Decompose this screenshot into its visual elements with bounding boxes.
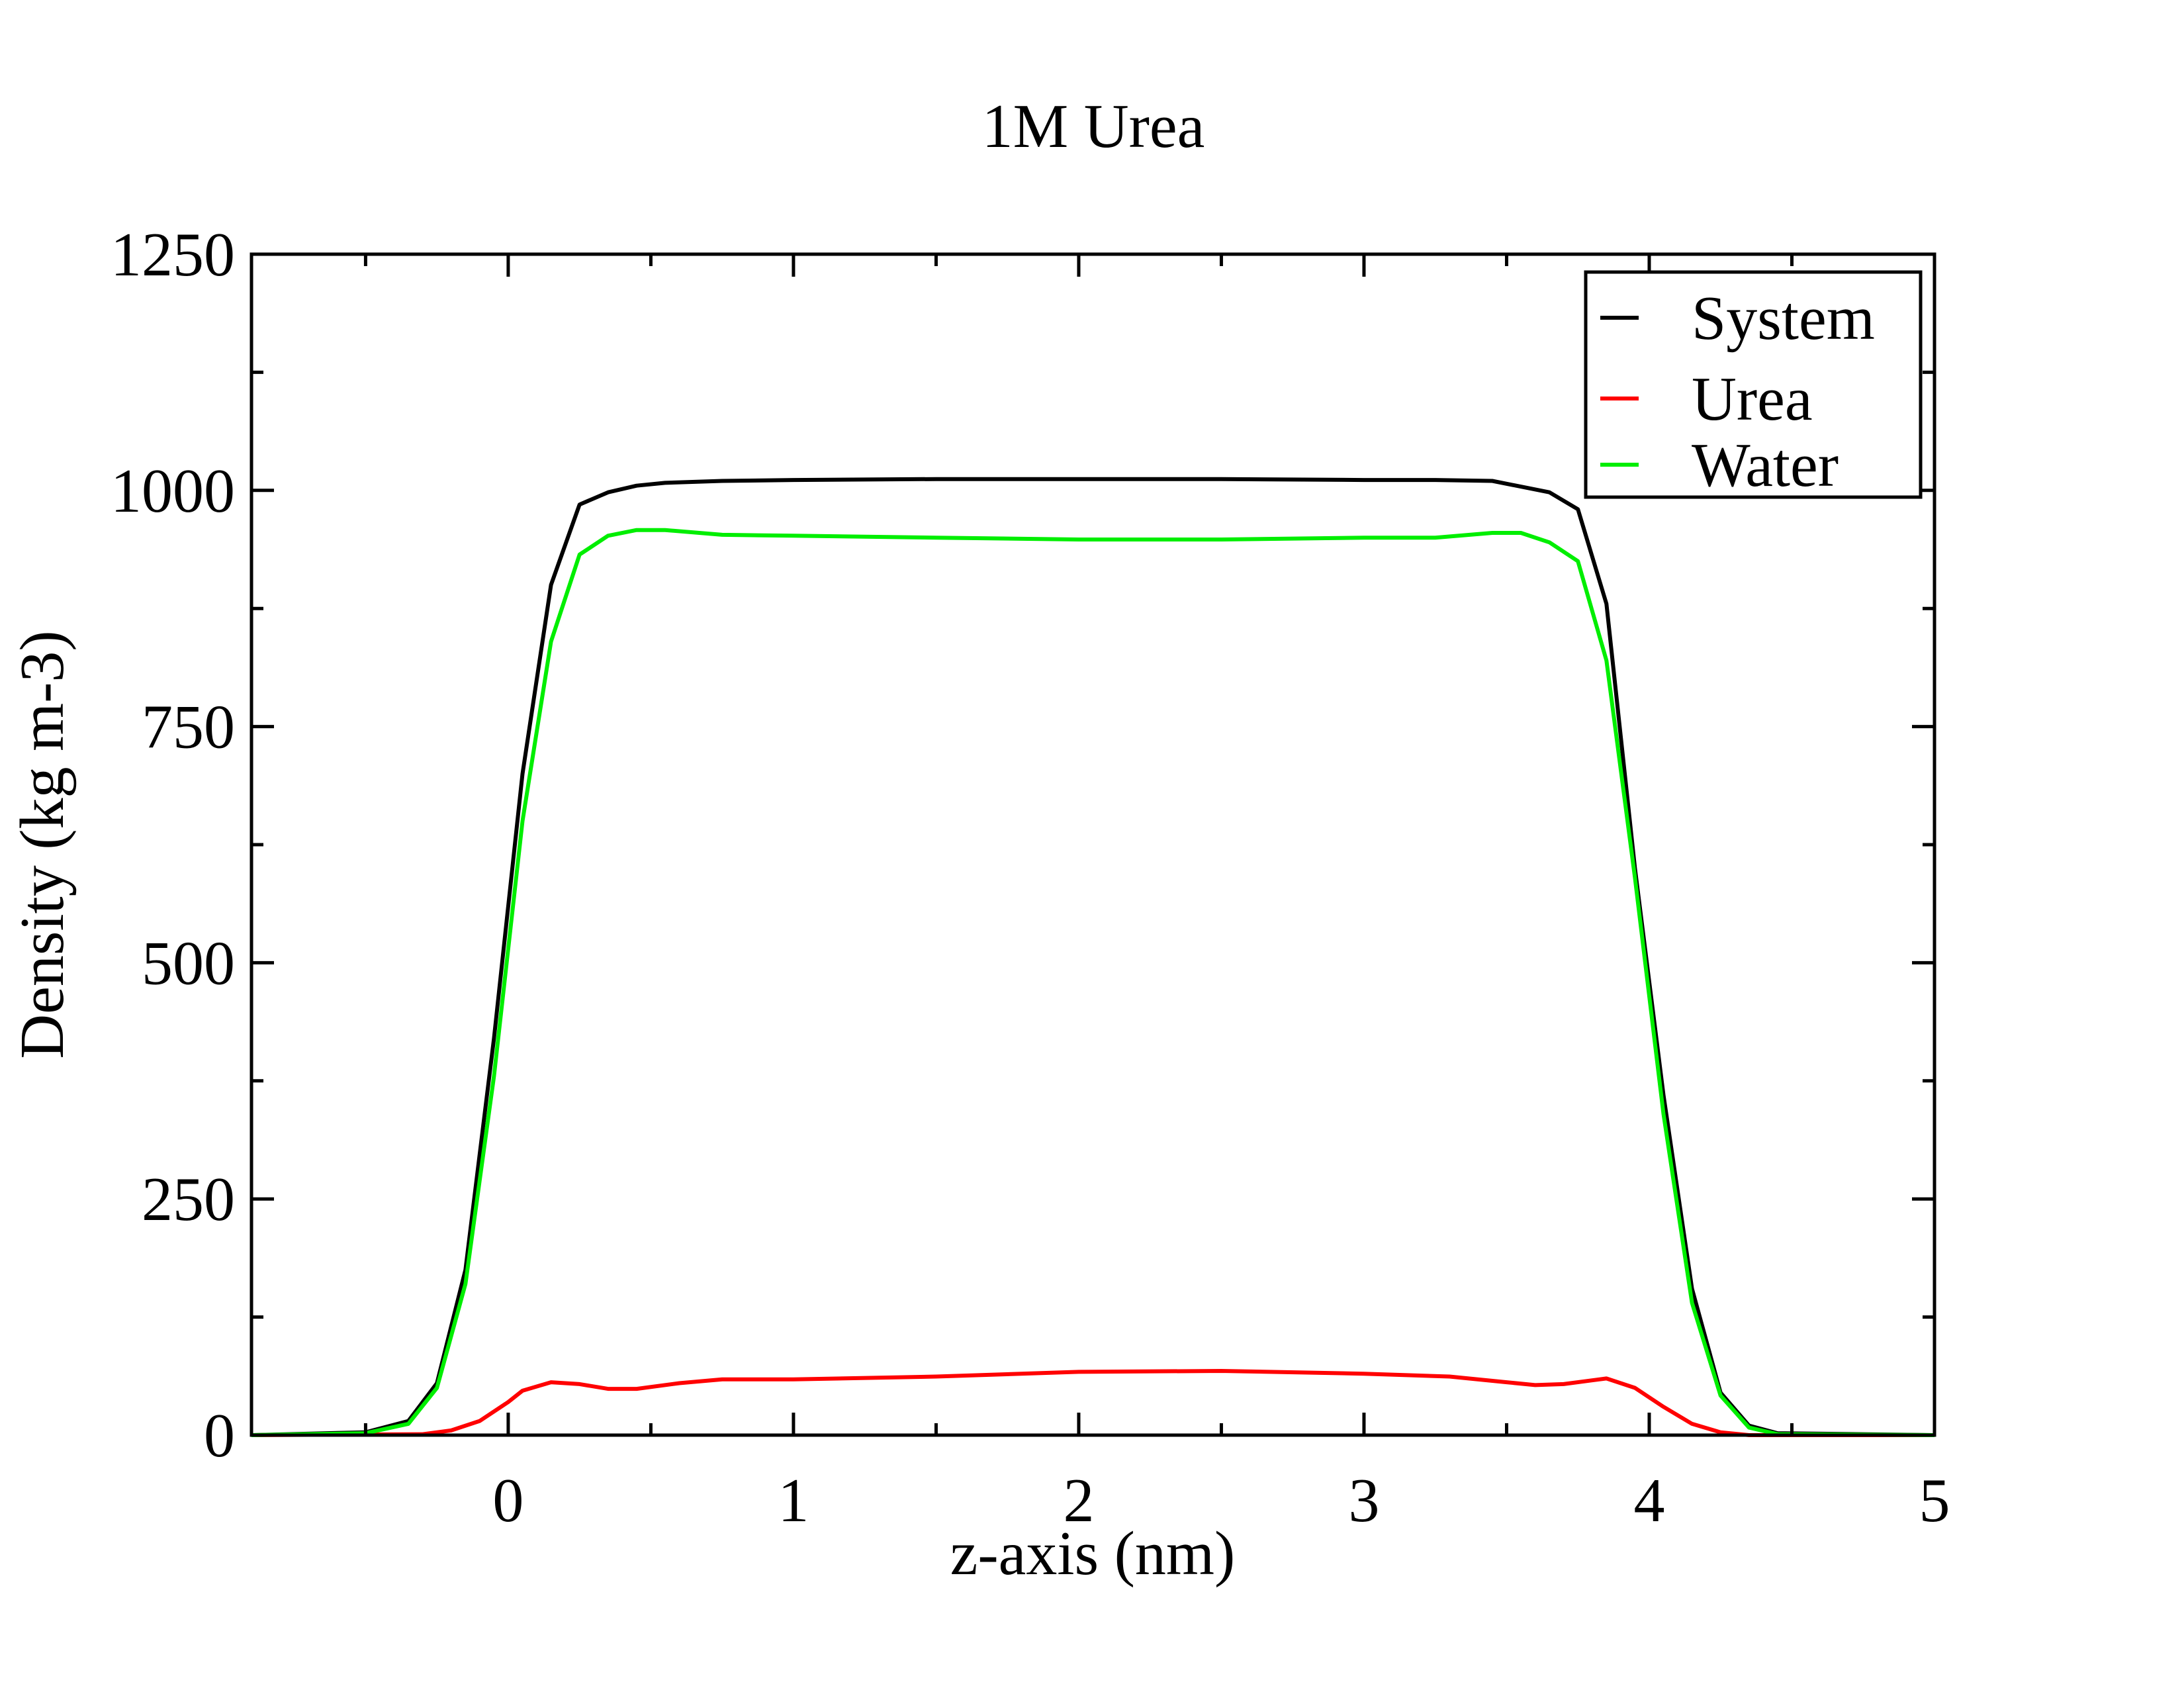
x-tick-label: 1 xyxy=(778,1466,809,1535)
series-line-water xyxy=(251,528,1935,1437)
series-line-system xyxy=(251,477,1935,1437)
x-tick-label: 0 xyxy=(492,1466,523,1535)
chart-title: 1M Urea xyxy=(982,92,1205,161)
plot-frame xyxy=(250,252,1936,1437)
y-tick-label: 1000 xyxy=(111,457,235,526)
legend-label-system: System xyxy=(1692,284,1875,353)
x-axis-label: z-axis (nm) xyxy=(950,1519,1236,1588)
y-tick-label: 750 xyxy=(142,693,235,762)
x-tick-label: 2 xyxy=(1063,1466,1094,1535)
y-tick-label: 250 xyxy=(142,1165,235,1234)
x-tick-label: 5 xyxy=(1919,1466,1950,1535)
y-tick-label: 500 xyxy=(142,929,235,998)
legend-label-urea: Urea xyxy=(1692,365,1813,434)
tick-layer: 0 1 2 3 4 5 0 250 500 750 1000 1250 xyxy=(111,220,1950,1535)
legend-label-water: Water xyxy=(1692,431,1839,500)
y-axis-label: Density (kg m-3) xyxy=(8,630,77,1058)
y-tick-label: 0 xyxy=(204,1401,235,1470)
series-line-urea xyxy=(251,1369,1934,1437)
x-tick-label: 4 xyxy=(1633,1466,1664,1535)
series-layer xyxy=(251,477,1935,1437)
legend-box xyxy=(1584,270,1923,499)
y-tick-label: 1250 xyxy=(111,220,235,289)
x-tick-label: 3 xyxy=(1348,1466,1379,1535)
